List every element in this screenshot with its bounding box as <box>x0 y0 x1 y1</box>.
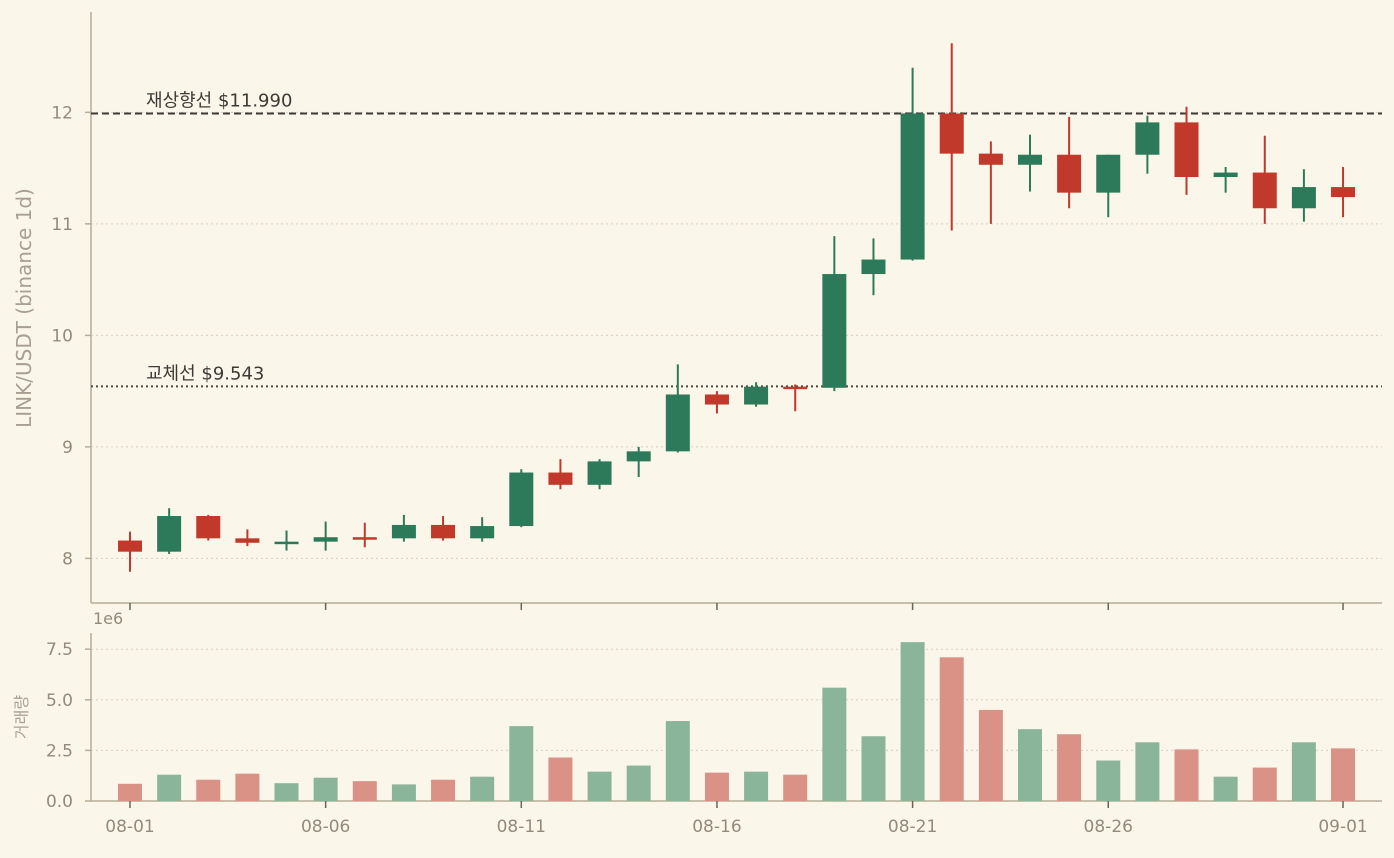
volume-scale-label: 1e6 <box>93 609 123 628</box>
candle-body <box>1174 122 1199 178</box>
volume-bar <box>665 721 690 801</box>
volume-bar <box>1096 760 1121 801</box>
candle-body <box>313 537 338 542</box>
candle-body <box>235 538 260 543</box>
volume-bar <box>1213 776 1238 801</box>
price-tick-label: 12 <box>51 103 73 123</box>
candle-body <box>939 113 964 154</box>
candle-body <box>1213 172 1238 178</box>
candle-body <box>704 394 729 405</box>
price-axis-label: LINK/USDT (binance 1d) <box>12 188 36 428</box>
volume-bar <box>157 774 182 801</box>
candle-body <box>470 526 495 539</box>
candle-body <box>1057 154 1082 193</box>
candle-body <box>1017 154 1042 165</box>
price-tick-label: 11 <box>51 215 73 235</box>
candle-body <box>822 274 847 388</box>
volume-bar <box>1291 742 1316 801</box>
volume-bar <box>744 771 769 801</box>
volume-bar <box>470 776 495 801</box>
volume-bar <box>274 783 299 801</box>
price-tick-label: 10 <box>51 326 73 346</box>
volume-bar <box>900 642 925 801</box>
candle-body <box>391 524 416 539</box>
volume-bar <box>1135 742 1160 801</box>
volume-bar <box>939 657 964 801</box>
candle-body <box>1291 187 1316 209</box>
volume-bar <box>822 687 847 801</box>
candle-body <box>1135 122 1160 155</box>
volume-bar <box>587 771 612 801</box>
x-tick-label: 08-01 <box>105 817 154 837</box>
candle-body <box>665 394 690 452</box>
volume-bar <box>352 781 377 801</box>
candle-body <box>118 540 142 552</box>
volume-bar <box>235 773 260 801</box>
x-tick-label: 08-11 <box>497 817 546 837</box>
volume-bar <box>548 757 573 801</box>
volume-axis-label: 거래량 <box>12 695 31 739</box>
candle-body <box>196 516 221 539</box>
volume-bar <box>704 772 729 801</box>
volume-bar <box>1174 749 1199 801</box>
volume-tick-label: 0.0 <box>46 792 73 812</box>
volume-bar <box>783 774 808 801</box>
volume-bar <box>391 784 416 801</box>
volume-bar <box>313 777 338 801</box>
candle-body <box>900 113 925 260</box>
volume-tick-label: 5.0 <box>46 691 73 711</box>
candle-body <box>157 516 182 552</box>
candle-body <box>352 537 377 540</box>
volume-bar <box>978 709 1003 801</box>
candle-body <box>1331 187 1356 198</box>
candle-body <box>509 472 534 527</box>
candle-body <box>1096 154 1121 193</box>
x-tick-label: 09-01 <box>1318 817 1367 837</box>
volume-bar <box>626 765 651 801</box>
volume-bar <box>196 779 221 801</box>
volume-bar <box>431 779 456 801</box>
candle-body <box>861 259 886 275</box>
candle-body <box>978 153 1003 165</box>
candle-body <box>744 386 769 405</box>
volume-bar <box>118 783 142 801</box>
reference-line-label: 교체선 $9.543 <box>146 363 264 384</box>
volume-tick-label: 2.5 <box>46 741 73 761</box>
volume-bar <box>1017 729 1042 801</box>
x-tick-label: 08-21 <box>888 817 937 837</box>
price-tick-label: 8 <box>62 549 73 569</box>
price-tick-label: 9 <box>62 438 73 458</box>
x-tick-label: 08-06 <box>301 817 350 837</box>
reference-line-label: 재상향선 $11.990 <box>146 90 292 111</box>
candle-body <box>626 451 651 462</box>
candle-body <box>1252 172 1277 209</box>
candle-body <box>431 524 456 539</box>
volume-tick-label: 7.5 <box>46 640 73 660</box>
candle-body <box>548 472 573 485</box>
volume-bar <box>1331 748 1356 801</box>
x-tick-label: 08-26 <box>1084 817 1133 837</box>
volume-bar <box>1252 767 1277 801</box>
candle-body <box>587 461 612 485</box>
candle-body <box>783 386 808 390</box>
x-tick-label: 08-16 <box>692 817 741 837</box>
candle-body <box>274 541 299 545</box>
volume-bar <box>1057 734 1082 801</box>
volume-bar <box>509 726 534 801</box>
volume-bar <box>861 736 886 801</box>
